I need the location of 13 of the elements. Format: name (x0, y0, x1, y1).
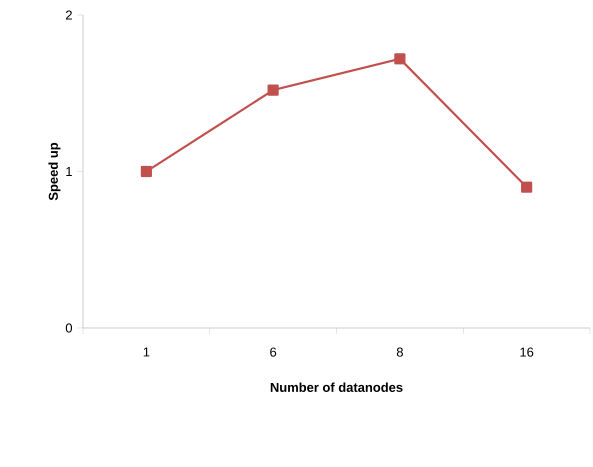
point (521, 182, 532, 193)
y-tick-label: 0 (66, 323, 72, 333)
x-tick-label: 8 (396, 348, 403, 357)
y-axis-title: Speed up (48, 142, 60, 200)
y-tick-label: 2 (66, 10, 72, 20)
point (268, 84, 279, 96)
point (394, 53, 406, 64)
x-tick-label: 1 (144, 348, 150, 356)
x-axis-title: Number of datanodes (270, 382, 403, 392)
y-tick-label: 1 (66, 167, 72, 176)
x-tick-label: 6 (270, 348, 276, 357)
point (140, 166, 152, 178)
x-tick-label: 16 (520, 348, 534, 357)
